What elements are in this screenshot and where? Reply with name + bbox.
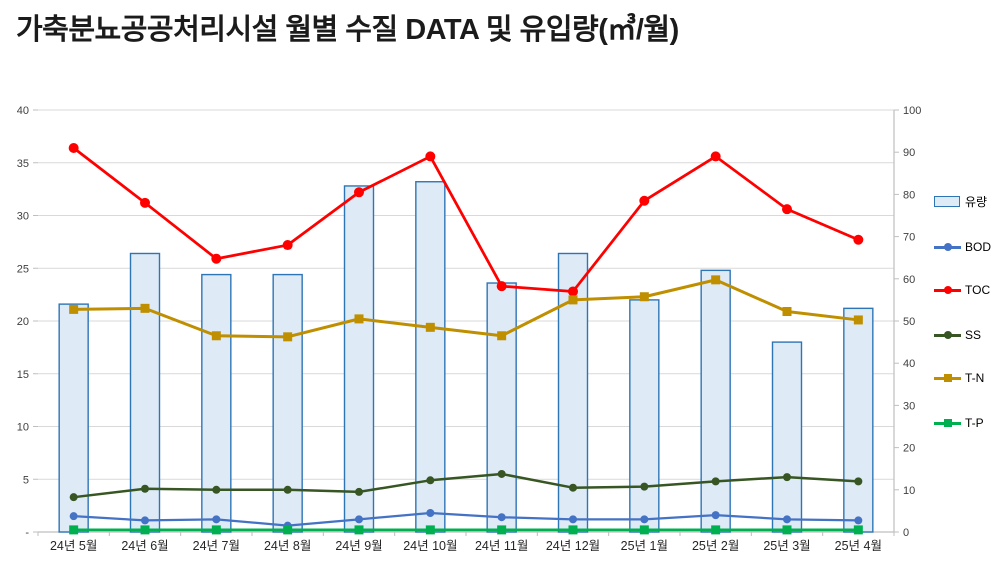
svg-text:80: 80 [903, 189, 915, 201]
tp-line-swatch-icon [934, 417, 961, 429]
svg-text:90: 90 [903, 147, 915, 159]
svg-text:24년 9월: 24년 9월 [335, 539, 382, 553]
svg-text:20: 20 [17, 316, 29, 328]
svg-text:24년 6월: 24년 6월 [121, 539, 168, 553]
line-T-P [69, 525, 863, 535]
legend-item-ss: SS [934, 328, 981, 342]
line-SS [69, 469, 863, 502]
svg-text:25년 4월: 25년 4월 [835, 539, 882, 553]
svg-text:25: 25 [17, 263, 29, 275]
bars-유량 [58, 181, 874, 533]
svg-text:24년 11월: 24년 11월 [475, 539, 528, 553]
legend-label: 유량 [965, 194, 988, 209]
legend-label: T-N [965, 371, 985, 385]
line-TOC [68, 142, 864, 297]
line-T-N [69, 275, 863, 342]
svg-text:10: 10 [903, 485, 915, 497]
toc-line-swatch-icon [934, 284, 961, 296]
legend-item-flow: 유량 [934, 194, 988, 209]
legend-label: TOC [965, 283, 991, 297]
svg-text:60: 60 [903, 274, 915, 286]
svg-text:24년 10월: 24년 10월 [403, 539, 457, 553]
legend-item-toc: TOC [934, 283, 990, 297]
flow-bar-swatch-icon [934, 195, 961, 207]
svg-text:25년 2월: 25년 2월 [692, 539, 739, 553]
svg-text:40: 40 [903, 358, 915, 370]
ss-line-swatch-icon [934, 329, 961, 341]
svg-text:24년 12월: 24년 12월 [546, 539, 600, 553]
line-BOD [69, 509, 863, 530]
gridlines [38, 109, 894, 480]
tn-line-swatch-icon [934, 372, 961, 384]
legend-label: SS [965, 328, 982, 342]
svg-text:0: 0 [903, 527, 909, 539]
svg-text:24년 7월: 24년 7월 [193, 539, 240, 553]
legend-item-bod: BOD [934, 240, 991, 254]
chart-title: 가축분뇨공공처리시설 월별 수질 DATA 및 유입량(㎥/월) [16, 14, 679, 46]
svg-text:20: 20 [903, 443, 915, 455]
svg-text:-: - [25, 527, 29, 539]
svg-text:40: 40 [17, 105, 29, 117]
legend-item-tp: T-P [934, 416, 984, 430]
svg-text:10: 10 [17, 422, 29, 434]
svg-text:35: 35 [17, 158, 29, 170]
svg-text:100: 100 [903, 105, 921, 117]
svg-text:70: 70 [903, 232, 915, 244]
bod-line-swatch-icon [934, 241, 961, 253]
svg-text:15: 15 [17, 369, 29, 381]
axes: - 5 10 15 20 25 30 35 40 24년 5월 24년 6월 24년 7월 24년 8월… [17, 105, 922, 553]
svg-text:30: 30 [17, 211, 29, 223]
svg-text:25년 3월: 25년 3월 [763, 539, 810, 553]
svg-text:25년 1월: 25년 1월 [621, 539, 668, 553]
svg-text:50: 50 [903, 316, 915, 328]
legend-item-tn: T-N [934, 371, 984, 385]
svg-text:5: 5 [23, 474, 29, 486]
svg-text:30: 30 [903, 400, 915, 412]
svg-text:24년 8월: 24년 8월 [264, 539, 311, 553]
svg-text:24년 5월: 24년 5월 [50, 539, 97, 553]
legend-label: T-P [965, 416, 984, 430]
legend-label: BOD [965, 240, 992, 254]
